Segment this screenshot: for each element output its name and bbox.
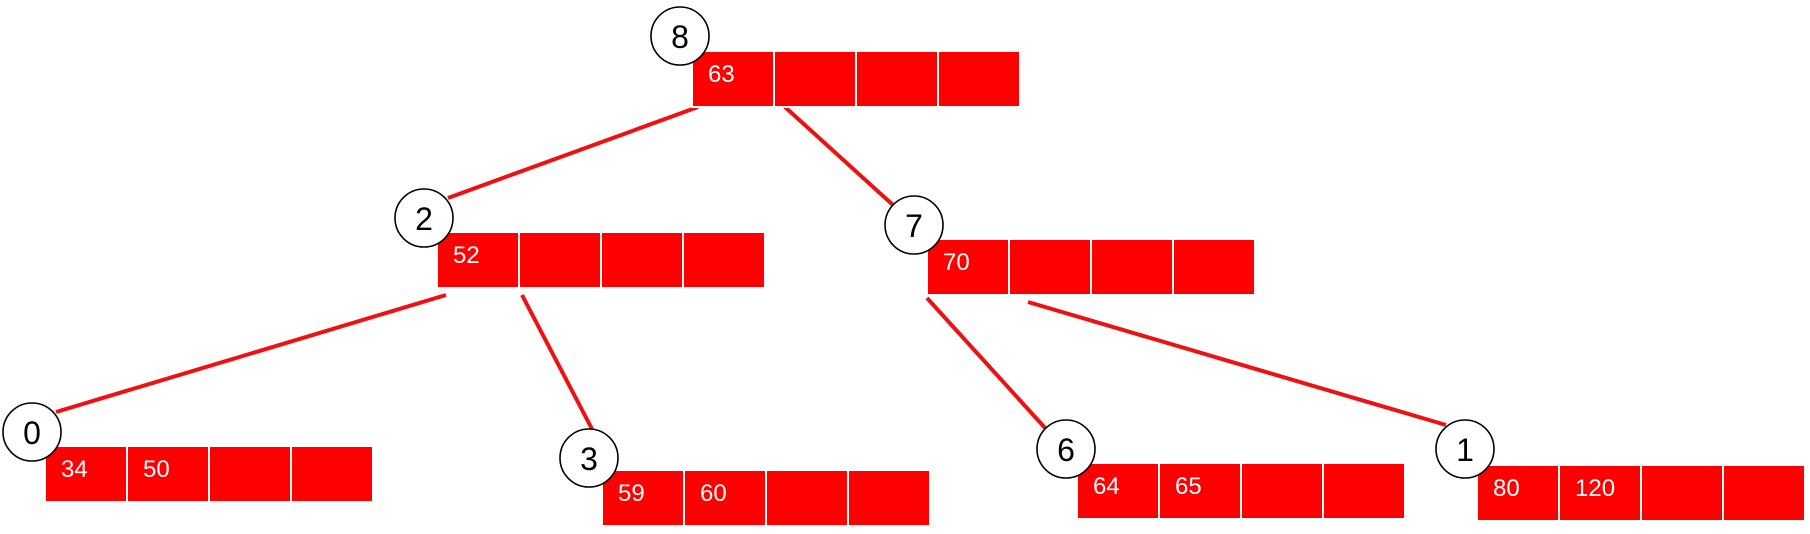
key-cell <box>765 469 849 527</box>
key-value: 60 <box>700 480 727 507</box>
node-id-label: 0 <box>23 415 41 451</box>
btree-node-1: 80 120 1 <box>1435 419 1806 522</box>
node-id-label: 2 <box>415 201 433 237</box>
nodes-layer: 63 8 52 2 70 7 34 50 0 59 60 3 64 65 6 80 120 1 <box>2 6 1806 527</box>
node-id-circle <box>559 428 619 488</box>
node-id-circle <box>394 188 454 248</box>
node-id-circle <box>1435 419 1495 479</box>
key-value: 52 <box>453 242 480 269</box>
key-cell <box>44 445 128 503</box>
key-value: 70 <box>943 249 970 276</box>
key-value: 65 <box>1175 473 1202 500</box>
key-cell <box>1090 238 1174 296</box>
key-cell <box>600 231 684 289</box>
key-value: 120 <box>1575 475 1615 502</box>
key-value: 64 <box>1093 473 1120 500</box>
key-value: 80 <box>1493 475 1520 502</box>
key-cell <box>1558 464 1642 522</box>
key-cell <box>691 50 775 108</box>
key-cell <box>926 238 1010 296</box>
node-id-label: 3 <box>580 441 598 477</box>
key-cell <box>847 469 931 527</box>
btree-node-0: 34 50 0 <box>2 402 374 503</box>
edge-2-to-3 <box>520 294 594 430</box>
key-cell <box>1008 238 1092 296</box>
key-cell <box>1322 462 1406 520</box>
key-cell <box>208 445 292 503</box>
btree-node-2: 52 2 <box>394 188 766 289</box>
key-value: 34 <box>61 456 88 483</box>
node-id-label: 6 <box>1057 432 1075 468</box>
edge-7-to-1 <box>1027 300 1447 427</box>
key-cell <box>1722 464 1806 522</box>
edge-2-to-0 <box>55 293 447 414</box>
key-cell <box>1172 238 1256 296</box>
key-value: 59 <box>618 480 645 507</box>
node-id-label: 7 <box>905 208 923 244</box>
key-cell <box>1640 464 1724 522</box>
key-cell <box>1476 464 1560 522</box>
node-id-circle <box>2 402 62 462</box>
node-id-label: 1 <box>1456 432 1474 468</box>
key-cell <box>1240 462 1324 520</box>
edge-8-to-2 <box>447 105 699 200</box>
key-cell <box>290 445 374 503</box>
key-cell <box>126 445 210 503</box>
edge-7-to-6 <box>925 296 1048 431</box>
node-id-circle <box>1036 419 1096 479</box>
node-id-circle <box>884 195 944 255</box>
key-cell <box>937 50 1021 108</box>
node-id-circle <box>650 6 710 66</box>
edge-8-to-7 <box>783 105 895 207</box>
key-cell <box>1158 462 1242 520</box>
key-cell <box>436 231 520 289</box>
key-cell <box>518 231 602 289</box>
btree-node-8: 63 8 <box>650 6 1021 108</box>
key-value: 63 <box>708 61 735 88</box>
btree-node-7: 70 7 <box>884 195 1256 296</box>
btree-node-6: 64 65 6 <box>1036 419 1406 520</box>
key-cell <box>773 50 857 108</box>
key-cell <box>1076 462 1160 520</box>
node-id-label: 8 <box>671 19 689 55</box>
edges-layer <box>55 105 1447 431</box>
key-cell <box>601 469 685 527</box>
key-cell <box>855 50 939 108</box>
key-value: 50 <box>143 456 170 483</box>
key-cell <box>682 231 766 289</box>
btree-node-3: 59 60 3 <box>559 428 931 527</box>
